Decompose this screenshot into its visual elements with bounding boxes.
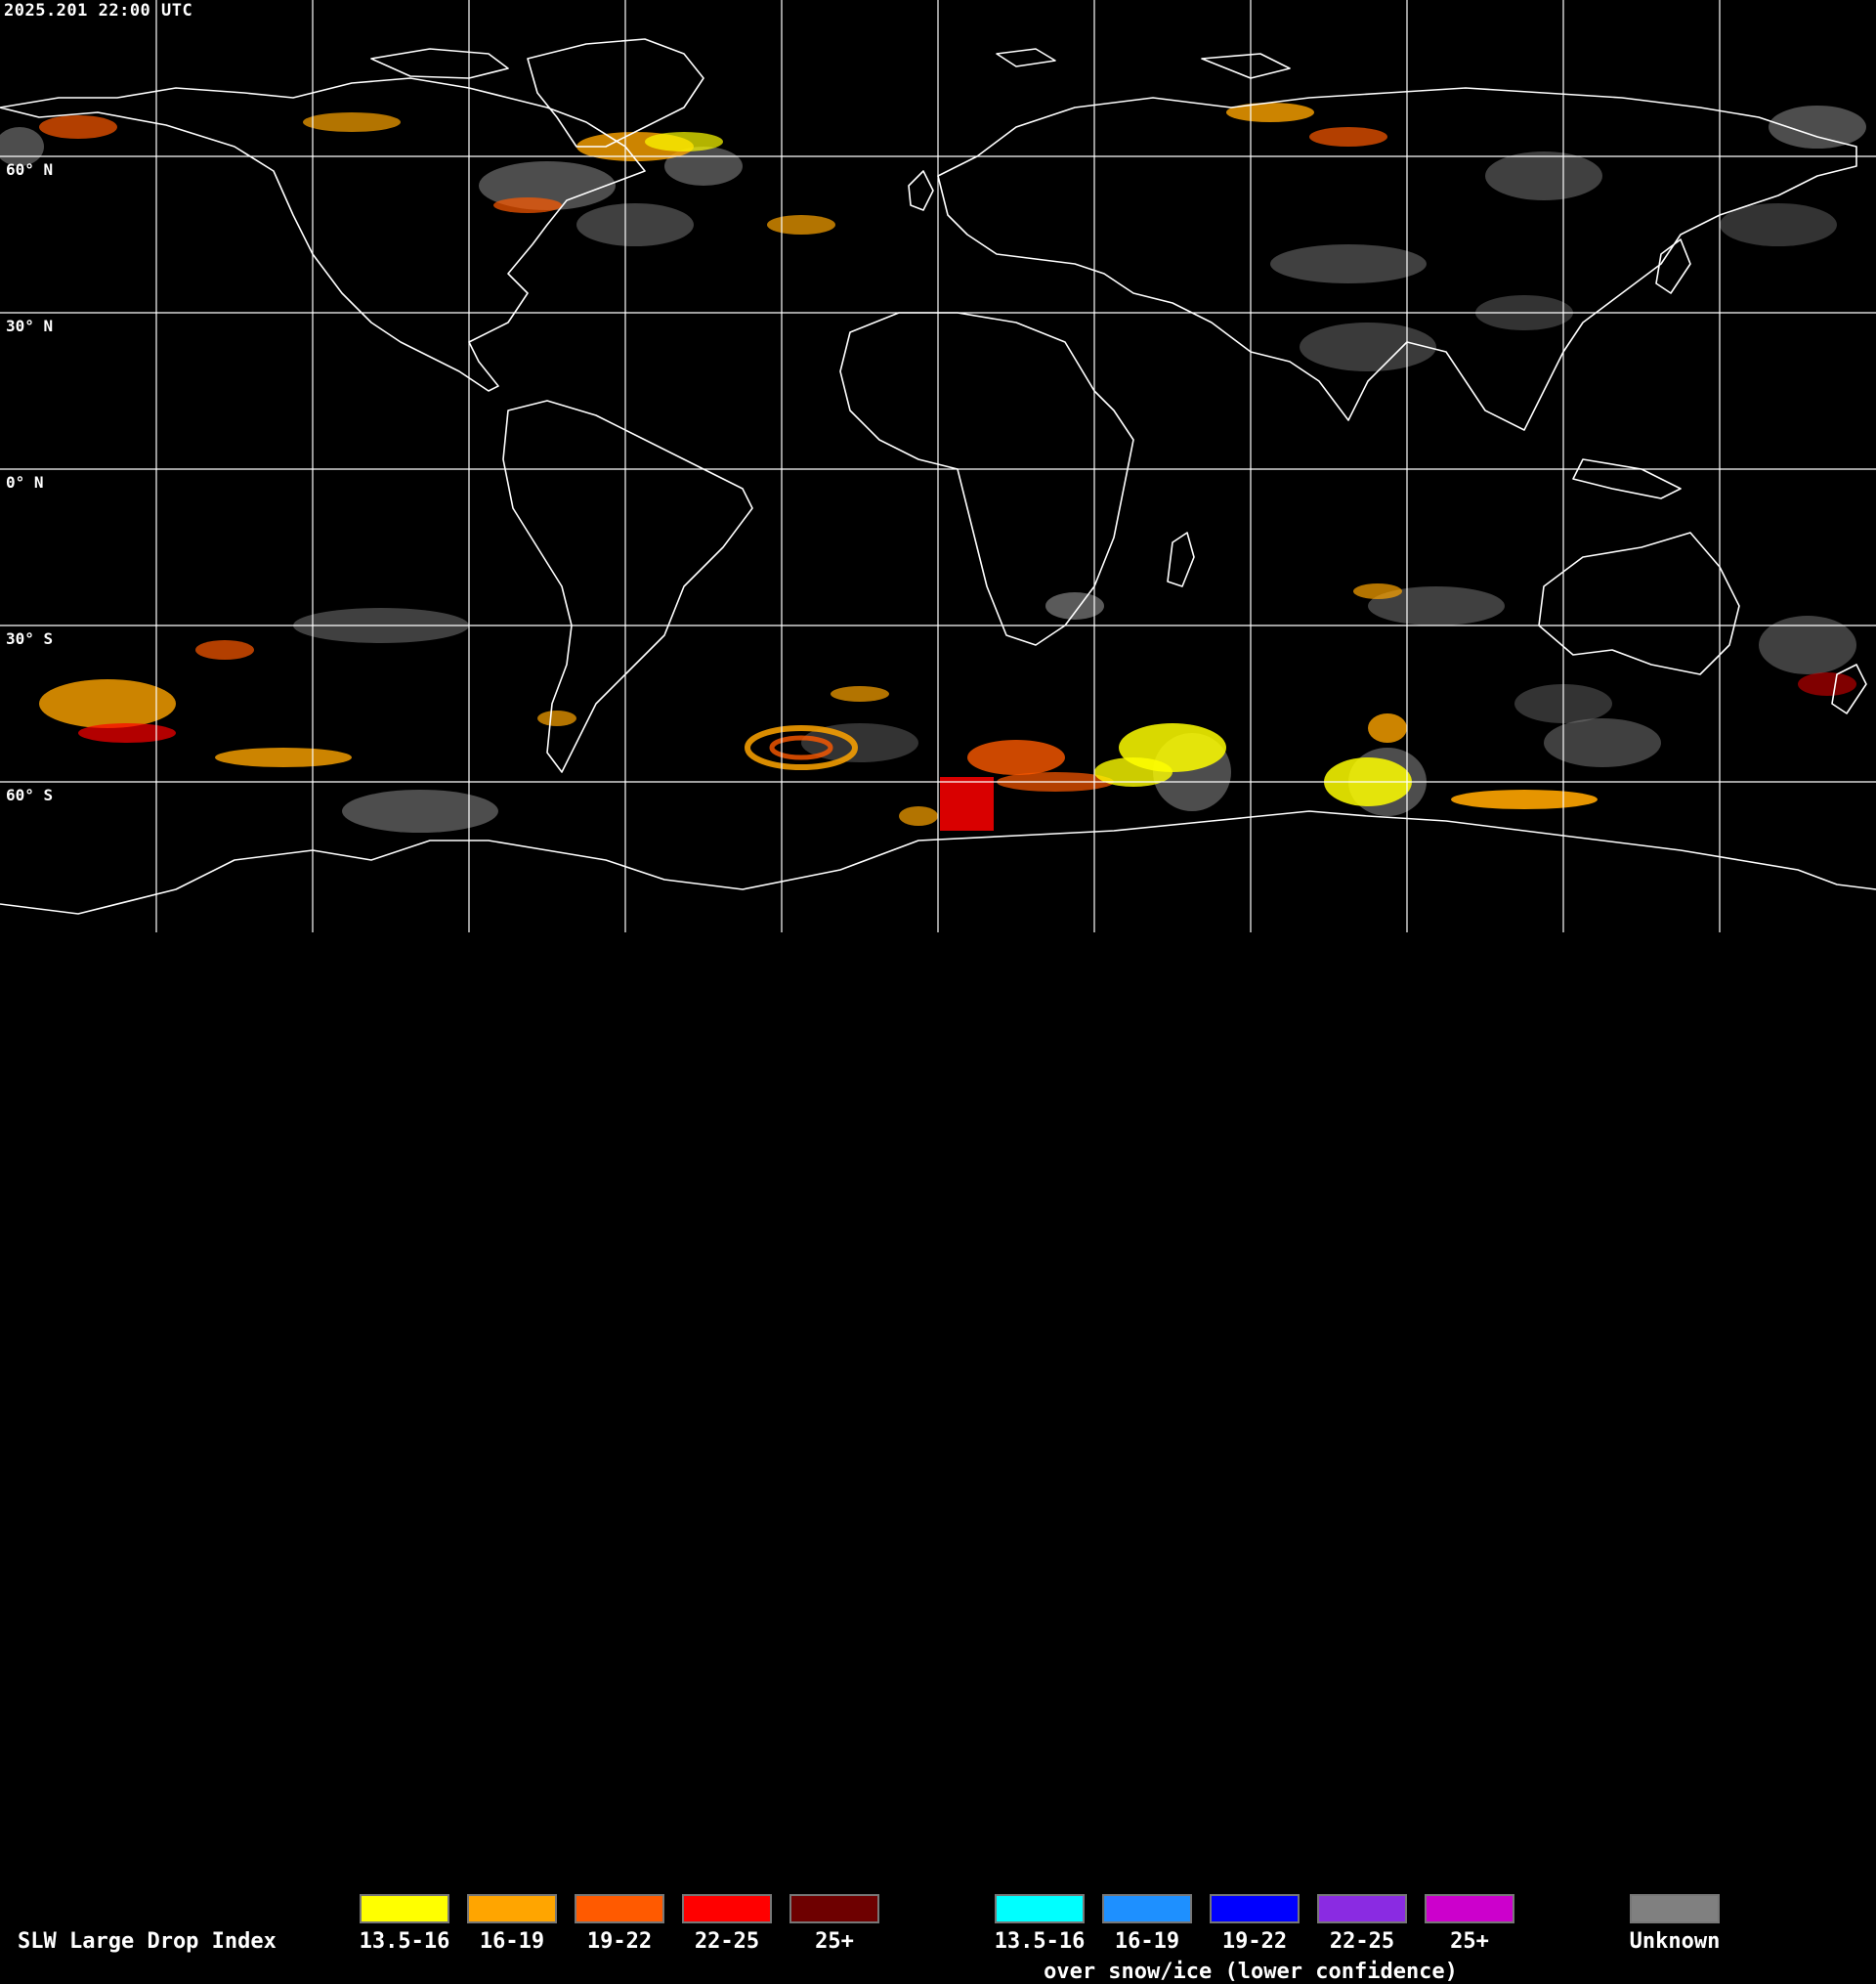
graticule bbox=[0, 0, 1876, 932]
lat-label-30s: 30° S bbox=[6, 629, 54, 648]
slw-index-areas bbox=[39, 103, 1856, 831]
legend-swatch-snow-22-25 bbox=[1317, 1894, 1407, 1923]
legend-swatch-unknown bbox=[1630, 1894, 1720, 1923]
legend-swatch-13-16 bbox=[360, 1894, 449, 1923]
lat-label-0n: 0° N bbox=[6, 473, 44, 492]
timestamp: 2025.201 22:00 UTC bbox=[4, 1, 193, 21]
legend-swatch-snow-19-22 bbox=[1210, 1894, 1300, 1923]
coastlines bbox=[0, 38, 1876, 915]
legend-label-unknown: Unknown bbox=[1629, 1929, 1721, 1954]
legend-swatch-16-19 bbox=[467, 1894, 557, 1923]
legend-snow-ice-caption: over snow/ice (lower confidence) bbox=[1044, 1960, 1458, 1984]
lat-label-30n: 30° N bbox=[6, 317, 54, 335]
legend-swatch-25-plus bbox=[789, 1894, 879, 1923]
legend-swatch-19-22 bbox=[575, 1894, 664, 1923]
legend: SLW Large Drop Index 13.5-16 16-19 19-22… bbox=[0, 938, 1876, 1984]
legend-swatch-snow-16-19 bbox=[1102, 1894, 1192, 1923]
legend-label-snow-25-plus: 25+ bbox=[1450, 1929, 1489, 1954]
legend-swatch-snow-13-16 bbox=[995, 1894, 1085, 1923]
lat-label-60s: 60° S bbox=[6, 786, 54, 804]
world-map bbox=[0, 0, 1876, 938]
legend-swatch-snow-25-plus bbox=[1425, 1894, 1514, 1923]
legend-label-25-plus: 25+ bbox=[815, 1929, 854, 1954]
legend-title: SLW Large Drop Index bbox=[18, 1929, 277, 1954]
lat-label-60n: 60° N bbox=[6, 160, 54, 179]
legend-swatch-22-25 bbox=[682, 1894, 772, 1923]
